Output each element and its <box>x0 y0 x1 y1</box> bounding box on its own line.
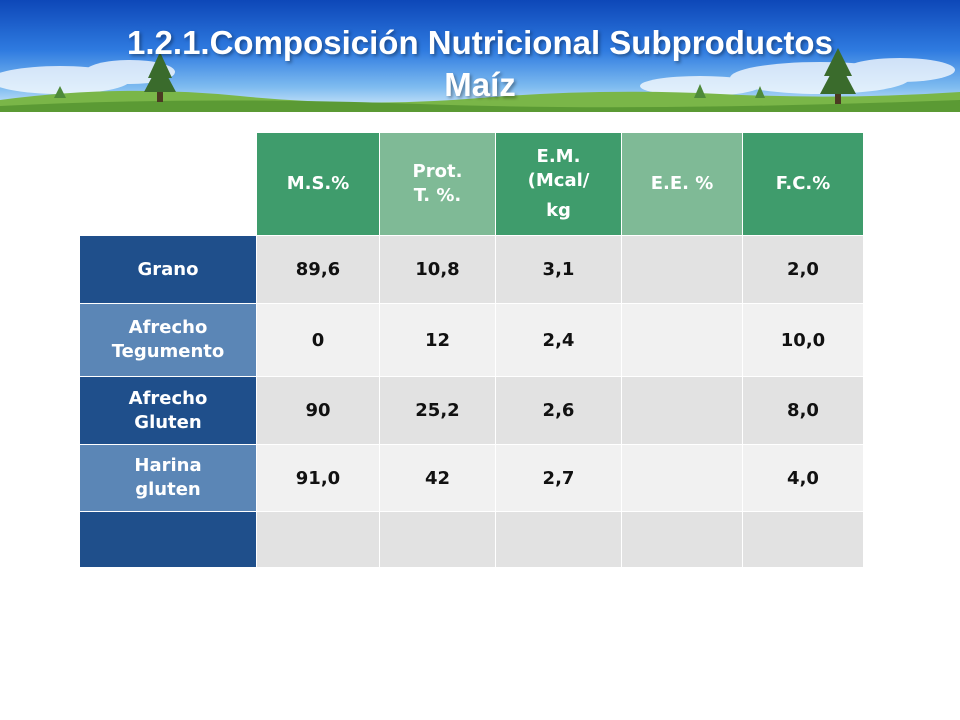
cell-afrecho-gluten-fc: 8,0 <box>742 376 864 445</box>
title-banner: 1.2.1.Composición Nutricional Subproduct… <box>0 0 960 112</box>
row-label-afrecho-tegumento: Afrecho Tegumento <box>79 303 257 377</box>
cell-afrecho-tegumento-prot: 12 <box>379 303 496 377</box>
cell-harina-gluten-fc: 4,0 <box>742 444 864 512</box>
row-label-grano: Grano <box>79 235 257 304</box>
cell-empty-ms <box>256 511 380 568</box>
row-label-harina-gluten: Harina gluten <box>79 444 257 512</box>
cell-afrecho-tegumento-fc: 10,0 <box>742 303 864 377</box>
table-corner-cell <box>79 132 257 236</box>
cell-empty-fc <box>742 511 864 568</box>
cell-grano-em: 3,1 <box>495 235 622 304</box>
cell-harina-gluten-ee <box>621 444 743 512</box>
table-header-row: M.S.% Prot. T. %. E.M. (Mcal/ kg E.E. % … <box>79 132 864 236</box>
cell-grano-prot: 10,8 <box>379 235 496 304</box>
page-title: 1.2.1.Composición Nutricional Subproduct… <box>0 22 960 106</box>
cell-empty-ee <box>621 511 743 568</box>
column-header-ms: M.S.% <box>256 132 380 236</box>
page-title-line-2: Maíz <box>444 66 516 103</box>
cell-afrecho-tegumento-ee <box>621 303 743 377</box>
row-label-afrecho-gluten: Afrecho Gluten <box>79 376 257 445</box>
cell-harina-gluten-em: 2,7 <box>495 444 622 512</box>
table-row-empty <box>79 511 864 568</box>
cell-afrecho-tegumento-ms: 0 <box>256 303 380 377</box>
nutrition-table: M.S.% Prot. T. %. E.M. (Mcal/ kg E.E. % … <box>79 132 864 568</box>
cell-afrecho-gluten-prot: 25,2 <box>379 376 496 445</box>
sky-landscape-illustration <box>0 48 960 112</box>
table-row-harina-gluten: Harina gluten 91,0 42 2,7 4,0 <box>79 444 864 512</box>
cell-empty-prot <box>379 511 496 568</box>
cell-empty-em <box>495 511 622 568</box>
page-title-line-1: 1.2.1.Composición Nutricional Subproduct… <box>127 24 833 61</box>
cell-afrecho-gluten-ms: 90 <box>256 376 380 445</box>
cell-harina-gluten-prot: 42 <box>379 444 496 512</box>
table-row-afrecho-gluten: Afrecho Gluten 90 25,2 2,6 8,0 <box>79 376 864 445</box>
table-row-afrecho-tegumento: Afrecho Tegumento 0 12 2,4 10,0 <box>79 303 864 377</box>
cell-grano-fc: 2,0 <box>742 235 864 304</box>
column-header-em: E.M. (Mcal/ kg <box>495 132 622 236</box>
cell-grano-ms: 89,6 <box>256 235 380 304</box>
cell-afrecho-gluten-ee <box>621 376 743 445</box>
column-header-ee: E.E. % <box>621 132 743 236</box>
cell-afrecho-tegumento-em: 2,4 <box>495 303 622 377</box>
cell-afrecho-gluten-em: 2,6 <box>495 376 622 445</box>
column-header-fc: F.C.% <box>742 132 864 236</box>
column-header-prot: Prot. T. %. <box>379 132 496 236</box>
cell-grano-ee <box>621 235 743 304</box>
table-row-grano: Grano 89,6 10,8 3,1 2,0 <box>79 235 864 304</box>
row-label-empty <box>79 511 257 568</box>
cell-harina-gluten-ms: 91,0 <box>256 444 380 512</box>
